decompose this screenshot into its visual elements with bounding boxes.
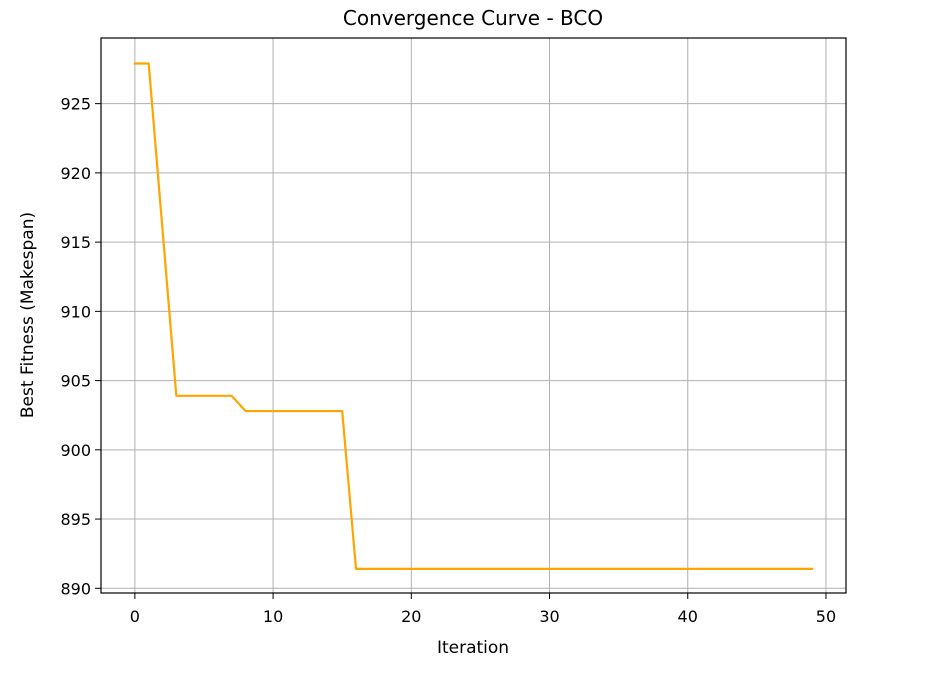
series-line (133, 62, 814, 571)
y-tick-label: 925 (60, 95, 91, 114)
plot-frame (100, 37, 847, 594)
x-tick-label: 10 (263, 607, 283, 626)
tick-layer: 0 10 20 30 40 50 890 895 900 905 910 915 920 925 (60, 95, 836, 626)
chart-title: Convergence Curve - BCO (343, 6, 603, 30)
x-tick-label: 40 (678, 607, 698, 626)
x-axis-label: Iteration (437, 638, 509, 658)
y-tick-label: 905 (60, 372, 91, 391)
y-tick-label: 920 (60, 164, 91, 183)
y-tick-label: 910 (60, 302, 91, 321)
y-axis-label: Best Fitness (Makespan) (18, 212, 38, 418)
grid-layer (101, 38, 846, 593)
y-tick-label: 900 (60, 441, 91, 460)
x-tick-label: 20 (401, 607, 421, 626)
x-tick-label: 0 (130, 607, 140, 626)
series-layer (133, 62, 814, 571)
x-tick-label: 50 (816, 607, 836, 626)
y-tick-label: 895 (60, 510, 91, 529)
y-tick-label: 915 (60, 233, 91, 252)
y-tick-label: 890 (60, 579, 91, 598)
x-tick-label: 30 (539, 607, 559, 626)
